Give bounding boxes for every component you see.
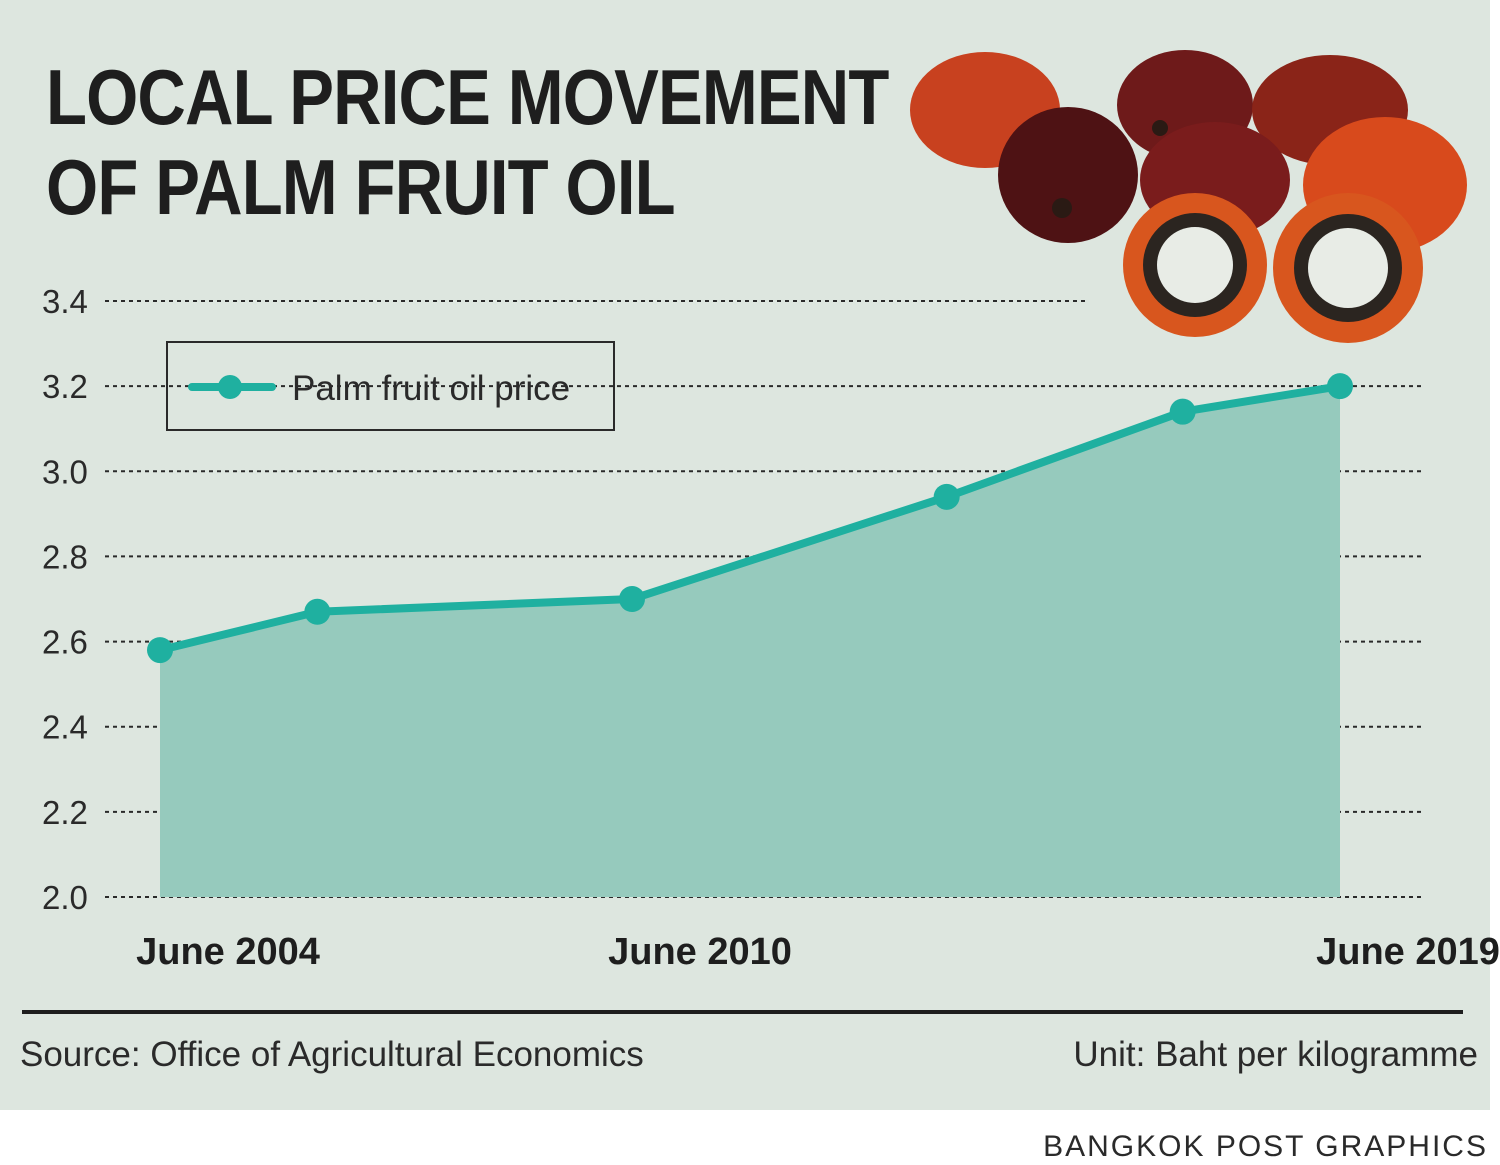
y-tick-label-2.6: 2.6 xyxy=(42,624,88,661)
chart-title-line-2: OF PALM FRUIT OIL xyxy=(46,143,676,231)
series-area-palm-fruit-oil-price xyxy=(160,386,1340,897)
legend-entry-palm-fruit-oil-price: Palm fruit oil price xyxy=(292,369,570,408)
y-tick-label-3.4: 3.4 xyxy=(42,283,88,320)
data-point-1 xyxy=(147,637,173,664)
y-tick-label-2.0: 2.0 xyxy=(42,879,88,916)
x-tick-label-2019: June 2019 xyxy=(1316,931,1500,973)
data-point-3 xyxy=(619,586,645,612)
chart-title: LOCAL PRICE MOVEMENT OF PALM FRUIT OIL xyxy=(46,52,889,232)
legend: Palm fruit oil price xyxy=(166,341,615,431)
y-tick-label-2.4: 2.4 xyxy=(42,709,88,746)
source-note: Source: Office of Agricultural Economics xyxy=(20,1035,644,1074)
y-tick-label-3.0: 3.0 xyxy=(42,453,88,490)
graphics-credit: BANGKOK POST GRAPHICS xyxy=(1043,1130,1488,1163)
data-point-5 xyxy=(1169,398,1196,425)
data-point-6 xyxy=(1327,373,1353,400)
x-tick-label-2010: June 2010 xyxy=(608,931,792,973)
data-point-2 xyxy=(304,598,331,625)
palm-fruit-photo-icon xyxy=(910,50,1467,343)
legend-box xyxy=(166,341,615,431)
unit-note: Unit: Baht per kilogramme xyxy=(1073,1035,1478,1074)
series-line-palm-fruit-oil-price xyxy=(156,382,1344,655)
chart-title-line-1: LOCAL PRICE MOVEMENT xyxy=(46,53,889,141)
y-tick-label-2.8: 2.8 xyxy=(42,538,88,575)
x-tick-label-2004: June 2004 xyxy=(136,931,320,973)
legend-swatch-marker xyxy=(218,375,242,399)
y-tick-label-3.2: 3.2 xyxy=(42,368,88,405)
y-tick-label-2.2: 2.2 xyxy=(42,794,88,831)
data-point-4 xyxy=(933,483,960,510)
